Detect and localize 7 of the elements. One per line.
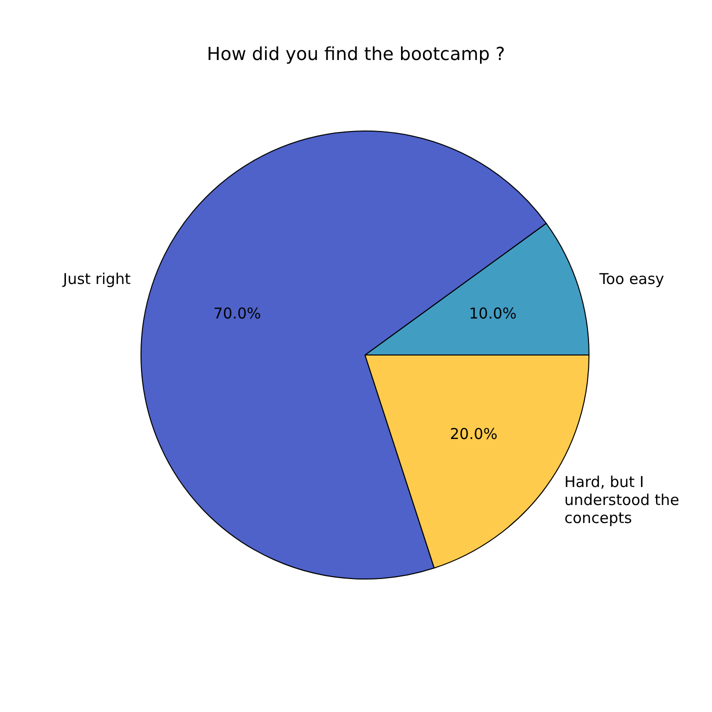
slice-label: Just right <box>62 270 131 288</box>
data-label: 20.0% <box>450 425 498 443</box>
chart-title: How did you find the bootcamp ? <box>206 44 506 65</box>
slice-label: Hard, but I understood the concepts <box>564 472 680 527</box>
data-label: 10.0% <box>468 304 517 322</box>
slice-label: Too easy <box>598 270 664 288</box>
data-label: 70.0% <box>213 304 262 322</box>
